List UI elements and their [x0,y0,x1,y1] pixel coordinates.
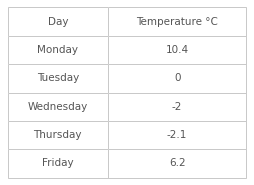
Bar [108,36,246,64]
Text: Monday: Monday [37,45,78,55]
Bar [8,92,108,121]
Bar [108,7,246,36]
Bar [108,92,246,121]
Text: Day: Day [47,17,68,27]
Text: -2.1: -2.1 [167,130,187,140]
Bar [8,92,108,121]
Text: Temperature °C: Temperature °C [136,17,218,27]
Bar [108,7,246,36]
Bar [8,64,108,92]
Bar [108,92,246,121]
Text: 0: 0 [174,73,180,83]
Text: Friday: Friday [42,158,74,168]
Bar [8,121,108,149]
Bar [8,7,108,36]
Bar [108,149,246,178]
Bar [108,149,246,178]
Bar [108,121,246,149]
Bar [8,149,108,178]
Bar [8,36,108,64]
Bar [8,7,108,36]
Text: Wednesday: Wednesday [28,102,88,112]
Text: 6.2: 6.2 [169,158,185,168]
Text: Tuesday: Tuesday [37,73,79,83]
Bar [8,64,108,92]
Bar [108,64,246,92]
Bar [108,121,246,149]
Bar [108,36,246,64]
Text: -2: -2 [172,102,182,112]
Text: 10.4: 10.4 [166,45,189,55]
Bar [108,64,246,92]
Bar [8,149,108,178]
Bar [8,36,108,64]
Text: Thursday: Thursday [34,130,82,140]
Bar [8,121,108,149]
